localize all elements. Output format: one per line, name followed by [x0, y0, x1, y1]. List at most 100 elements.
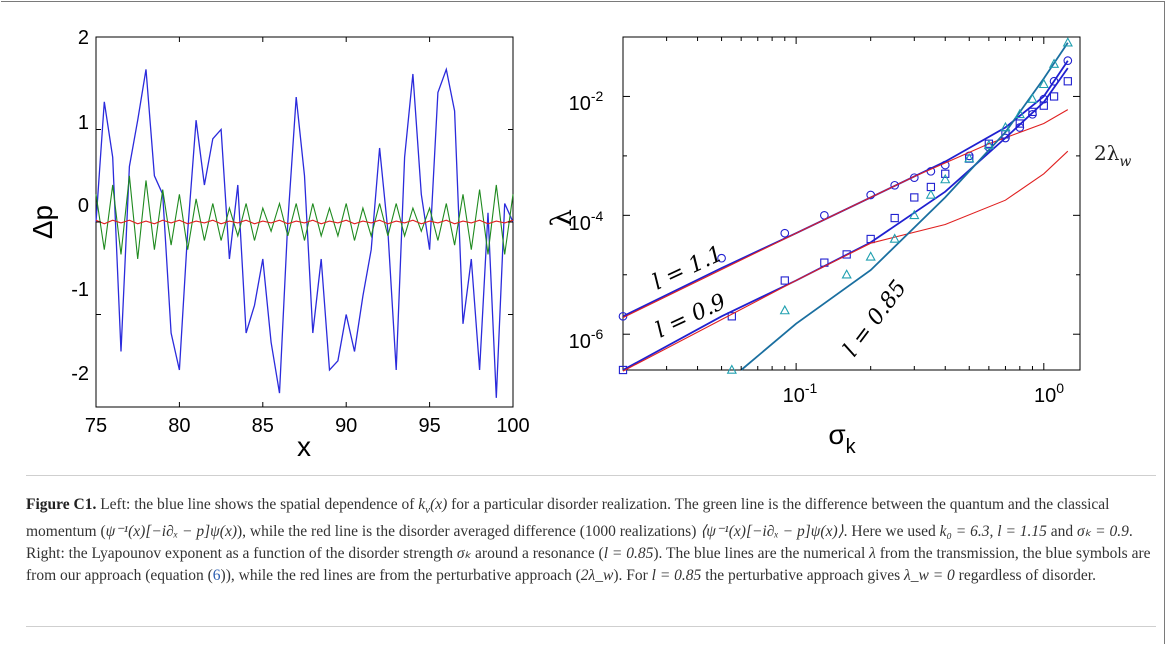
left-xtick: 90	[335, 415, 357, 437]
caption-text: for a particular disorder realization. T…	[26, 496, 1110, 541]
figure-label: Figure C1.	[26, 496, 97, 513]
right-ylabel: λ	[545, 209, 578, 227]
caption-text: from the transmission, the blue symbols …	[26, 545, 1151, 585]
series-line-3	[622, 67, 1069, 371]
series-line-2	[95, 219, 514, 225]
data-point-square	[910, 193, 919, 202]
data-point-triangle	[1062, 37, 1073, 47]
data-point-triangle	[889, 233, 900, 243]
right-ytick-exp: -2	[591, 88, 604, 104]
data-point-square	[1063, 77, 1072, 86]
caption-math: λ	[869, 545, 876, 563]
right-ytick: 10-2	[569, 88, 604, 115]
caption-text: . Right: the Lyapounov exponent as a fun…	[26, 523, 1133, 563]
data-point-triangle	[964, 152, 975, 163]
caption-text: regardless of disorder.	[954, 567, 1096, 585]
data-point-circle	[717, 253, 726, 263]
left-ylabel: Δp	[27, 205, 58, 239]
right-xlabel: σk	[828, 419, 856, 458]
data-point-square	[941, 169, 950, 178]
data-point-square	[780, 276, 789, 285]
caption-math: l = 0.85	[651, 567, 702, 585]
series-line-6	[740, 42, 1069, 371]
label-2-lambda-w-sub: w	[1119, 154, 1131, 170]
data-point-triangle	[925, 189, 937, 199]
right-ytick: 10-4	[569, 208, 604, 235]
left-ytick: -1	[71, 279, 89, 301]
left-ytick: 1	[78, 112, 89, 134]
right-xtick-base: 10	[783, 385, 805, 407]
data-point-triangle	[779, 304, 790, 315]
caption-text: . Here we used	[843, 523, 940, 541]
data-point-square	[866, 234, 875, 244]
right-ytick-base: 10	[569, 213, 591, 235]
caption-math: (x)	[430, 496, 448, 513]
data-point-triangle	[909, 209, 920, 220]
left-ytick: 2	[78, 27, 89, 49]
left-xtick: 100	[496, 415, 529, 437]
right-axes-box	[622, 36, 1081, 371]
caption-rule-bottom	[26, 626, 1156, 627]
right-xtick-base: 10	[1034, 385, 1056, 407]
data-point-triangle	[983, 139, 994, 150]
data-point-triangle	[940, 173, 951, 184]
caption-text: )), while the red lines are from the per…	[220, 567, 581, 585]
caption-math: k₀ = 6.3, l = 1.15	[939, 523, 1047, 541]
data-point-triangle	[1038, 78, 1049, 89]
left-xtick: 95	[418, 415, 440, 437]
right-xtick: 10-1	[783, 380, 818, 407]
caption-math: σₖ = 0.9	[1077, 523, 1129, 541]
data-point-triangle	[1014, 108, 1025, 119]
caption-math: ⟨ψ⁻¹(x)[−i∂ₓ − p]ψ(x)⟩	[700, 523, 844, 541]
right-ytick-exp: -4	[591, 208, 604, 224]
label-2-lambda-w-base: 2λ	[1094, 141, 1120, 165]
data-point-triangle	[1000, 121, 1011, 132]
data-point-triangle	[865, 251, 876, 261]
left-ticks	[95, 36, 514, 408]
left-ytick: 0	[78, 195, 89, 217]
data-point-square	[1039, 101, 1048, 110]
caption-text: ). For	[613, 567, 652, 585]
caption-text: the perturbative approach gives	[701, 567, 905, 585]
left-xtick: 75	[85, 415, 107, 437]
right-xlabel-base: σ	[828, 419, 845, 450]
data-point-square	[842, 250, 851, 259]
right-xtick-exp: 0	[1056, 380, 1064, 396]
right-ytick-base: 10	[569, 331, 591, 353]
caption-text: around a resonance (	[471, 545, 604, 563]
left-xtick: 85	[252, 415, 274, 437]
series-line-2	[622, 109, 1069, 319]
left-xlabel: x	[297, 431, 311, 460]
right-ytick: 10-6	[569, 326, 604, 353]
equation-ref-link[interactable]: 6	[212, 567, 221, 585]
caption-text: ), while the red line is the disorder av…	[237, 523, 701, 541]
right-ticks	[623, 36, 1080, 370]
data-point-circle	[909, 173, 919, 183]
left-xtick: 80	[168, 415, 190, 437]
left-data-lines	[95, 66, 514, 398]
caption-math: 2λ_w	[580, 567, 614, 585]
figure-plots: 75 80 85 90 95 100 2 1 0 -1 -2 x Δp 10-1…	[27, 27, 1131, 460]
data-point-circle	[890, 180, 900, 190]
data-point-circle	[866, 190, 876, 200]
data-point-square	[1015, 119, 1024, 128]
data-point-circle	[780, 228, 790, 238]
right-xlabel-sub: k	[846, 436, 857, 458]
caption-text: Left: the blue line shows the spatial de…	[100, 496, 419, 513]
left-ytick: -2	[71, 363, 89, 385]
data-point-triangle	[1027, 93, 1038, 103]
left-axes-box	[95, 36, 514, 408]
caption-math: l = 0.85	[603, 545, 654, 563]
caption-rule-top	[26, 475, 1156, 476]
series-line-0	[95, 66, 514, 398]
data-point-square	[618, 365, 628, 375]
series-line-5	[622, 150, 1069, 372]
right-xtick: 100	[1034, 380, 1064, 407]
series-line-1	[95, 175, 514, 260]
right-data-lines	[618, 37, 1073, 375]
label-2-lambda-w: 2λw	[1094, 141, 1131, 170]
data-point-square	[1028, 107, 1037, 117]
right-ytick-exp: -6	[591, 326, 604, 342]
caption-text: and	[1046, 523, 1078, 541]
